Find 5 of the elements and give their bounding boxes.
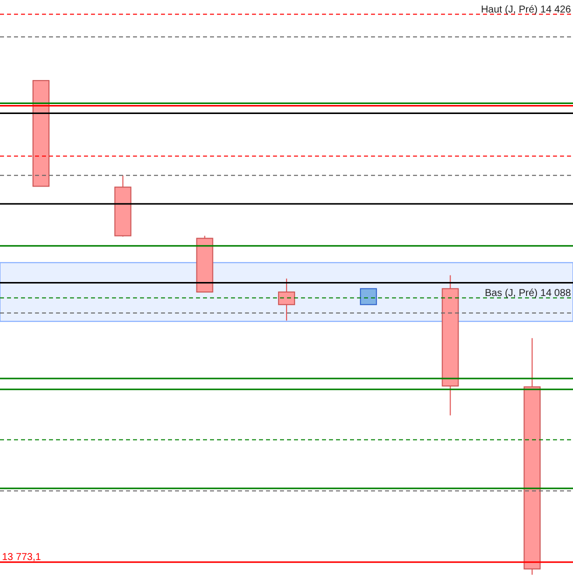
ref-line-label: Bas (J, Pré) 14 088 (484, 288, 572, 299)
ref-line-label: 13 773,1 (2, 552, 42, 564)
ref-line-label: Haut (J, Pré) 14 426 (480, 4, 572, 16)
candlestick (360, 288, 377, 306)
candlestick (278, 278, 296, 322)
